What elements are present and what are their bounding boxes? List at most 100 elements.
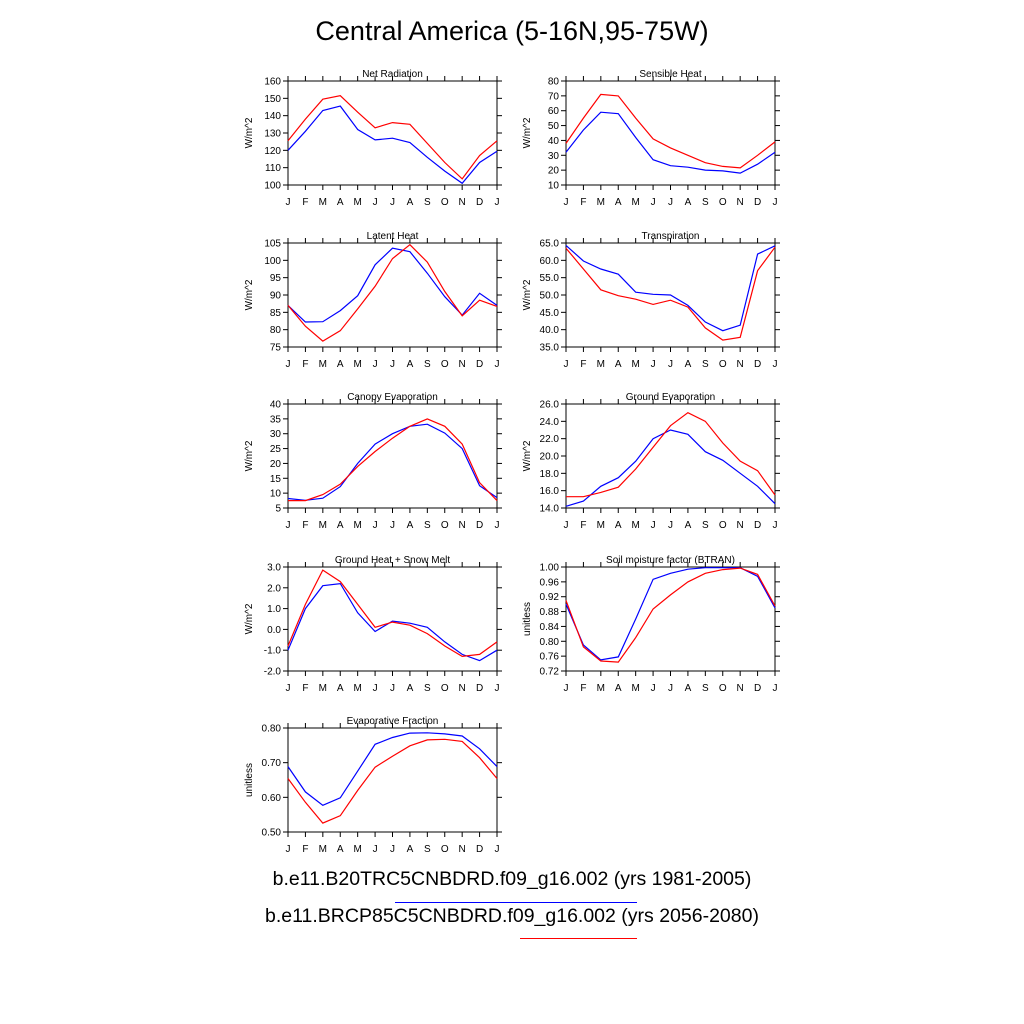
x-tick-label: A [407,683,414,694]
y-axis-label: W/m^2 [244,603,255,634]
x-tick-label: J [373,359,378,370]
x-tick-label: M [353,520,361,531]
y-tick-label: 0.50 [262,828,282,839]
y-tick-label: 90 [270,291,282,302]
x-tick-label: A [615,197,622,208]
x-tick-label: S [424,520,431,531]
y-tick-label: 0.72 [540,667,560,678]
x-tick-label: S [424,359,431,370]
x-tick-label: J [286,197,291,208]
y-axis-label: W/m^2 [244,279,255,310]
x-tick-label: F [580,520,586,531]
y-tick-label: 16.0 [540,486,560,497]
x-tick-label: N [459,683,466,694]
x-tick-label: M [353,683,361,694]
x-tick-label: J [651,683,656,694]
x-tick-label: J [668,683,673,694]
x-tick-label: O [441,683,449,694]
chart-panel-6: Ground Evaporation W/m^2 14.0 16.0 18.0 20.0 2… [522,392,780,531]
x-tick-label: A [407,844,414,855]
y-tick-label: 35 [270,414,282,425]
x-tick-label: A [615,359,622,370]
x-tick-label: M [631,197,639,208]
y-tick-label: 10 [548,181,560,192]
y-axis-label: W/m^2 [244,117,255,148]
chart-panel-1: Net Radiation W/m^2 100 110 120 130 140 150 160 J… [244,69,502,208]
y-tick-label: 110 [265,163,281,174]
series-line-1 [565,567,776,661]
panel-title: Net Radiation [362,69,423,80]
x-tick-label: A [337,844,344,855]
x-tick-label: N [737,359,744,370]
x-tick-label: M [353,359,361,370]
x-tick-label: J [286,359,291,370]
x-tick-label: J [286,520,291,531]
y-tick-label: 150 [264,94,281,105]
x-tick-label: D [476,197,483,208]
x-tick-label: J [668,359,673,370]
series-line-1 [565,429,776,507]
x-tick-label: M [631,683,639,694]
y-tick-label: 160 [264,77,281,88]
y-tick-label: 2.0 [267,583,281,594]
x-tick-label: D [754,359,761,370]
x-tick-label: S [702,683,709,694]
x-tick-label: S [424,197,431,208]
y-tick-label: 20.0 [540,452,560,463]
panel-title: Transpiration [642,231,700,242]
x-tick-label: A [407,520,414,531]
plot-frame [565,80,776,186]
y-axis-label: W/m^2 [522,279,533,310]
y-tick-label: 80 [548,77,560,88]
x-tick-label: A [337,197,344,208]
x-tick-label: J [390,197,395,208]
panel-title: Ground Evaporation [626,392,716,403]
series-line-2 [287,95,498,180]
y-tick-label: 14.0 [540,504,560,515]
series-line-1 [287,423,498,501]
x-tick-label: O [441,520,449,531]
x-tick-label: M [631,359,639,370]
x-tick-label: M [319,359,327,370]
y-tick-label: 20 [270,459,282,470]
y-tick-label: 45.0 [540,308,560,319]
x-tick-label: A [337,520,344,531]
series-line-1 [287,105,498,185]
y-tick-label: 26.0 [540,400,560,411]
x-tick-label: J [390,520,395,531]
series-line-2 [566,411,776,498]
y-tick-label: 0.88 [540,607,560,618]
panel-title: Sensible Heat [639,69,701,80]
y-tick-label: 0.92 [540,592,560,603]
x-tick-label: A [407,359,414,370]
x-tick-label: S [702,520,709,531]
legend-label-1: b.e11.B20TRC5CNBDRD.f09_g16.002 (yrs 198… [272,868,752,890]
panel-title: Evaporative Fraction [347,716,439,727]
x-tick-label: F [302,359,308,370]
chart-panel-7: Ground Heat + Snow Melt W/m^2 -2.0 -1.0 0.0 1… [244,555,502,694]
x-tick-label: J [373,844,378,855]
x-tick-label: J [668,197,673,208]
y-tick-label: 40 [548,136,560,147]
x-tick-label: M [597,359,605,370]
x-tick-label: N [459,520,466,531]
y-tick-label: 100 [264,181,281,192]
x-tick-label: D [476,520,483,531]
x-tick-label: J [286,683,291,694]
x-tick-label: A [337,359,344,370]
y-tick-label: 5 [275,504,281,515]
series-line-1 [287,732,498,806]
x-tick-label: M [597,520,605,531]
y-tick-label: 30 [548,151,560,162]
y-tick-label: 24.0 [540,417,560,428]
y-tick-label: 1.00 [540,563,560,574]
x-tick-label: A [615,683,622,694]
page-title: Central America (5-16N,95-75W) [315,16,709,46]
x-tick-label: J [564,359,569,370]
y-tick-label: 70 [548,91,560,102]
x-tick-label: F [302,520,308,531]
y-tick-label: 0.60 [262,793,282,804]
chart-panel-9: Evaporative Fraction unitless 0.50 0.60 0.70… [244,716,502,855]
